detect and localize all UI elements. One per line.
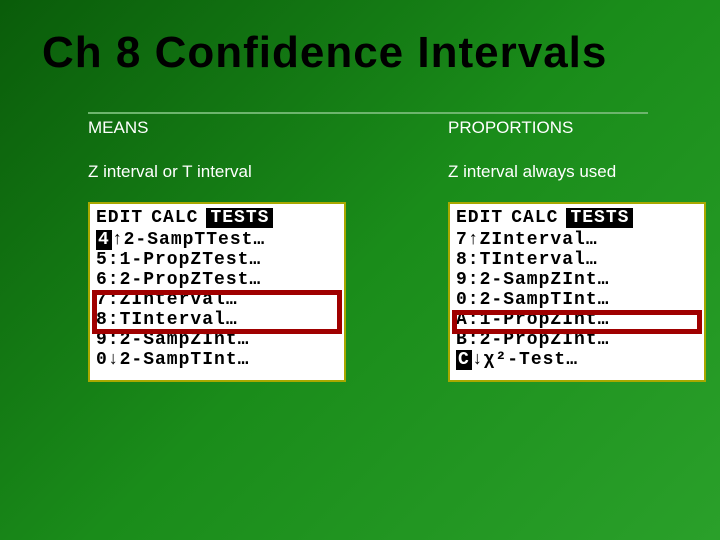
- calc-line: 9:2-SampZInt…: [96, 330, 338, 350]
- calc-line: B:2-PropZInt…: [456, 330, 698, 350]
- left-calculator-screen: EDIT CALC TESTS 4↑2-SampTTest…5:1-PropZT…: [88, 202, 346, 382]
- tab-edit: EDIT: [96, 208, 143, 228]
- tab-calc: CALC: [151, 208, 198, 228]
- tab-edit: EDIT: [456, 208, 503, 228]
- left-heading: MEANS: [88, 118, 358, 138]
- calc-menu-lines: 7↑ZInterval…8:TInterval…9:2-SampZInt…0:2…: [456, 230, 698, 370]
- calc-line: 5:1-PropZTest…: [96, 250, 338, 270]
- right-subheading: Z interval always used: [448, 162, 718, 182]
- calc-line: 0↓2-SampTInt…: [96, 350, 338, 370]
- tab-tests: TESTS: [206, 208, 273, 228]
- slide-title: Ch 8 Confidence Intervals: [0, 0, 720, 78]
- calc-line: 6:2-PropZTest…: [96, 270, 338, 290]
- calc-line: 9:2-SampZInt…: [456, 270, 698, 290]
- tab-tests: TESTS: [566, 208, 633, 228]
- right-column: PROPORTIONS Z interval always used EDIT …: [448, 118, 718, 382]
- left-column: MEANS Z interval or T interval EDIT CALC…: [88, 118, 358, 382]
- calc-line: A:1-PropZInt…: [456, 310, 698, 330]
- calc-line: 8:TInterval…: [456, 250, 698, 270]
- tab-calc: CALC: [511, 208, 558, 228]
- calc-tabs: EDIT CALC TESTS: [96, 208, 338, 228]
- content-columns: MEANS Z interval or T interval EDIT CALC…: [0, 78, 720, 382]
- calc-line: C↓χ²-Test…: [456, 350, 698, 370]
- calc-line: 7↑ZInterval…: [456, 230, 698, 250]
- right-calculator-screen: EDIT CALC TESTS 7↑ZInterval…8:TInterval……: [448, 202, 706, 382]
- title-underline: [88, 112, 648, 114]
- calc-line: 8:TInterval…: [96, 310, 338, 330]
- calc-menu-lines: 4↑2-SampTTest…5:1-PropZTest…6:2-PropZTes…: [96, 230, 338, 370]
- left-subheading: Z interval or T interval: [88, 162, 358, 182]
- calc-line: 4↑2-SampTTest…: [96, 230, 338, 250]
- calc-tabs: EDIT CALC TESTS: [456, 208, 698, 228]
- right-heading: PROPORTIONS: [448, 118, 718, 138]
- calc-line: 0:2-SampTInt…: [456, 290, 698, 310]
- calc-line: 7:ZInterval…: [96, 290, 338, 310]
